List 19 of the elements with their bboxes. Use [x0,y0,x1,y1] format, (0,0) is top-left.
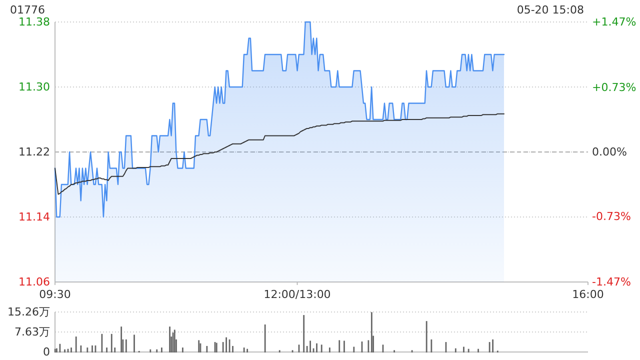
chart-title: 01776 [10,4,45,16]
y-tick-label: 7.63万 [14,326,50,338]
y-tick-label: 11.30 [18,80,50,94]
line-series [54,113,505,195]
x-tick-label: 16:00 [572,288,604,301]
y2-tick-label: -1.47% [592,276,631,288]
y-tick-label: 0 [43,346,50,358]
text: 05-20 15:08 [516,4,584,16]
y2-tick-label: +1.47% [592,16,636,28]
y-tick-label: 11.14 [18,210,50,224]
y2-tick-label: -0.73% [592,210,631,224]
y2-tick-label: +0.73% [592,80,636,94]
y2-tick-label: 0.00% [592,146,627,158]
y-tick-label: 11.38 [18,16,50,28]
x-tick-label: 09:30 [39,288,71,301]
y-tick-label: 11.06 [18,276,50,288]
x-tick-label: 12:00/13:00 [264,288,331,301]
y-tick-label: 11.22 [18,146,50,158]
y-tick-label: 15.26万 [8,306,50,318]
